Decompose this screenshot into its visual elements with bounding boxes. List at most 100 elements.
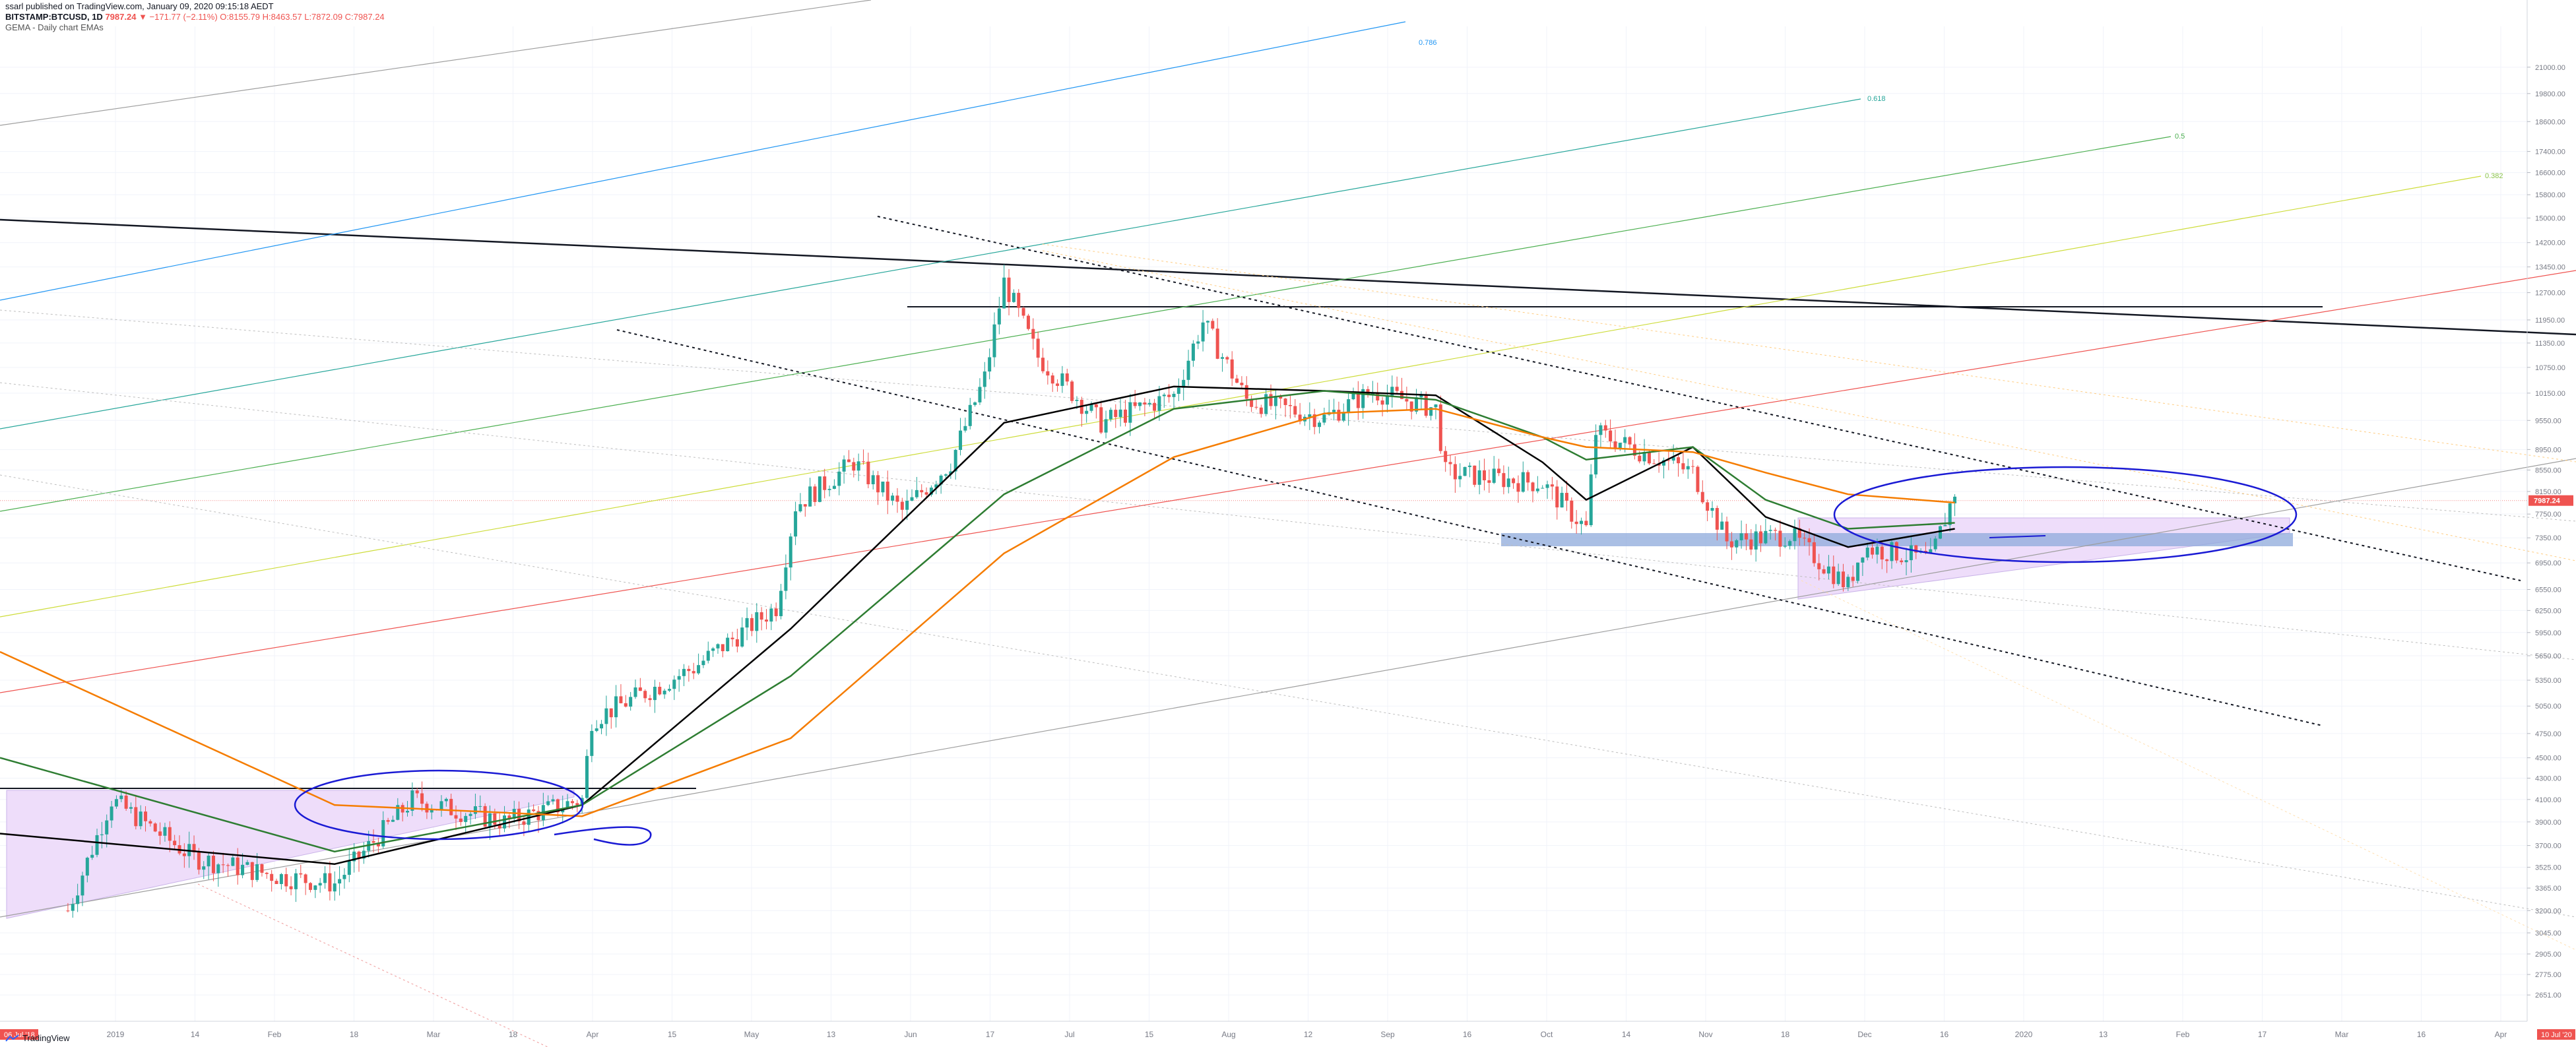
time-tick-label: Oct: [1541, 1030, 1553, 1039]
candle-body: [1826, 566, 1830, 574]
fib-label: 0.618: [1867, 95, 1886, 103]
candle-body: [1259, 407, 1263, 414]
price-tick-label: 9550.00: [2535, 417, 2561, 425]
time-tick-label: 15: [1145, 1030, 1154, 1039]
price-tick-label: 11950.00: [2535, 317, 2565, 325]
candle-body: [1720, 521, 1724, 530]
tradingview-logo-icon: [5, 1034, 19, 1042]
candle-body: [265, 872, 269, 874]
time-tick-label: Jun: [904, 1030, 917, 1039]
price-tick-label: 8550.00: [2535, 466, 2561, 474]
candle-body: [1841, 571, 1845, 588]
candle-body: [71, 904, 75, 911]
candle-body: [1671, 457, 1675, 461]
candle-body: [614, 696, 618, 718]
price-tick-label: 15000.00: [2535, 214, 2565, 222]
candle-body: [672, 680, 676, 689]
candle-body: [342, 875, 346, 879]
candle-body: [1778, 530, 1782, 547]
candle-body: [740, 627, 744, 647]
candle-body: [1759, 531, 1763, 544]
candle-body: [779, 590, 783, 616]
candle-body: [1807, 538, 1811, 542]
range-label-end: 10 Jul '20: [2541, 1031, 2572, 1039]
candle-body: [1473, 465, 1477, 485]
time-axis[interactable]: 2019 14 Feb 18 Mar 18 Apr 15 May 13 Jun 17 Jul 15 Aug 1…: [0, 1021, 2575, 1040]
candle-body: [1618, 443, 1622, 449]
candle-body: [1725, 521, 1729, 542]
candle-body: [498, 824, 501, 829]
price-tick-label: 18600.00: [2535, 118, 2565, 126]
price-tick-label: 8150.00: [2535, 488, 2561, 496]
candle-body: [716, 644, 720, 649]
fib-fan-0382: [0, 175, 2482, 618]
ema-line-1: [0, 385, 1955, 865]
candle-body: [1715, 507, 1719, 530]
candle-body: [1647, 452, 1651, 464]
candle-body: [1448, 462, 1452, 464]
candle-body: [881, 482, 885, 493]
candle-body: [764, 619, 768, 622]
candle-body: [1409, 401, 1413, 412]
candle-body: [769, 608, 773, 622]
candle-body: [1438, 404, 1442, 451]
candle-body: [1186, 360, 1190, 380]
tradingview-brand[interactable]: TradingView: [5, 1033, 70, 1043]
candle-body: [1017, 292, 1021, 308]
candle-body: [1085, 410, 1089, 414]
candle-body: [1603, 425, 1607, 431]
price-tick-label: 3900.00: [2535, 819, 2561, 827]
candle-body: [1415, 397, 1419, 412]
time-tick-label: 18: [350, 1030, 359, 1039]
upper-dotted-channel: [877, 216, 2521, 581]
candle-body: [590, 730, 594, 756]
candle-body: [1710, 507, 1714, 511]
candle-body: [1638, 455, 1642, 462]
price-tick-label: 14200.00: [2535, 239, 2565, 247]
candle-body: [1395, 387, 1399, 391]
candle-body: [929, 488, 933, 495]
candle-body: [1938, 526, 1942, 539]
time-tick-label: Mar: [2335, 1030, 2349, 1039]
candle-body: [1574, 521, 1578, 524]
candle-body: [415, 790, 419, 794]
candle-body: [1424, 394, 1428, 416]
candle-body: [1041, 358, 1045, 371]
candle-body: [221, 864, 225, 866]
candle-body: [1706, 502, 1710, 511]
price-tick-label: 4300.00: [2535, 775, 2561, 782]
candle-body: [808, 486, 812, 507]
price-axis[interactable]: 21000.00 19800.00 18600.00 17400.00 16600.00…: [2527, 0, 2573, 1021]
time-tick-label: 18: [509, 1030, 518, 1039]
price-tick-label: 10150.00: [2535, 390, 2565, 398]
candle-body: [1434, 404, 1438, 408]
candle-body: [1225, 357, 1229, 360]
price-tick-label: 6950.00: [2535, 559, 2561, 567]
candle-body: [735, 639, 739, 647]
ohlc-values: O:8155.79 H:8463.57 L:7872.09 C:7987.24: [220, 12, 385, 22]
candle-body: [211, 856, 215, 873]
candle-body: [1526, 472, 1530, 483]
candle-body: [1953, 496, 1957, 503]
candle-body: [1846, 577, 1850, 588]
candle-body: [1875, 546, 1879, 555]
price-tick-label: 5350.00: [2535, 677, 2561, 685]
candle-body: [105, 820, 109, 835]
candle-body: [250, 862, 254, 880]
candle-body: [1754, 531, 1758, 550]
candle-body: [1541, 488, 1545, 489]
candle-body: [1904, 560, 1908, 563]
candle-body: [953, 450, 957, 472]
candle-body: [289, 886, 293, 889]
candle-body: [207, 856, 210, 867]
candle-body: [1318, 422, 1322, 428]
upper-grey-line: [0, 0, 872, 126]
candle-body: [774, 608, 778, 616]
candle-body: [1861, 557, 1865, 563]
candle-body: [1453, 464, 1457, 480]
candle-body: [609, 708, 613, 718]
fib-label: 0.382: [2485, 172, 2503, 180]
candle-body: [701, 660, 705, 666]
candle-body: [992, 324, 996, 358]
